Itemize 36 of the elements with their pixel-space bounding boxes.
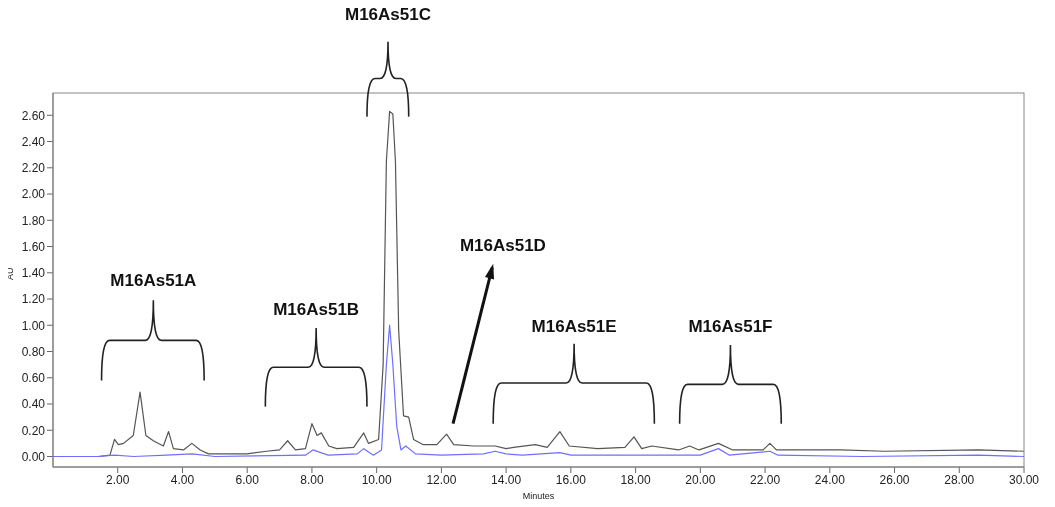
y-tick-label: 0.60 bbox=[21, 371, 46, 386]
y-tick-label: 0.40 bbox=[21, 397, 46, 412]
annotation: M16As51F bbox=[688, 317, 773, 337]
y-tick-label: 0.00 bbox=[21, 449, 46, 464]
annotation: M16As51A bbox=[110, 271, 197, 291]
y-tick-label: 2.40 bbox=[21, 134, 46, 149]
x-tick-label: 20.00 bbox=[685, 472, 716, 487]
x-tick-label: 16.00 bbox=[555, 472, 587, 487]
x-tick-label: 2.00 bbox=[106, 472, 130, 487]
x-axis-title: Minutes bbox=[522, 491, 555, 501]
y-tick-label: 1.20 bbox=[21, 292, 46, 307]
text: M16As51C bbox=[344, 5, 431, 25]
x-tick-label: 22.00 bbox=[750, 472, 781, 487]
x-tick-label: 4.00 bbox=[170, 472, 195, 487]
y-tick-label: 0.20 bbox=[21, 423, 46, 438]
x-tick-label: 12.00 bbox=[426, 472, 457, 487]
y-tick-label: 2.60 bbox=[21, 108, 46, 123]
annotation: M16As51E bbox=[531, 317, 617, 337]
x-tick-label: 18.00 bbox=[620, 472, 651, 487]
annotation: M16As51D bbox=[459, 236, 546, 256]
x-tick-label: 26.00 bbox=[879, 472, 910, 487]
y-tick-label: 2.20 bbox=[21, 161, 46, 176]
x-tick-label: 6.00 bbox=[235, 472, 260, 487]
y-tick-label: 0.80 bbox=[21, 344, 46, 359]
y-tick-label: 2.00 bbox=[21, 187, 46, 202]
x-tick-label: 28.00 bbox=[944, 472, 975, 487]
x-tick-label: 14.00 bbox=[491, 472, 522, 487]
annotation: M16As51B bbox=[273, 300, 360, 320]
y-tick-label: 1.40 bbox=[21, 266, 46, 281]
y-tick-label: 1.80 bbox=[21, 213, 46, 228]
y-tick-label: 1.00 bbox=[21, 318, 46, 333]
x-tick-label: 30.00 bbox=[1008, 472, 1040, 487]
y-tick-label: 1.60 bbox=[21, 239, 46, 254]
x-tick-label: 10.00 bbox=[361, 472, 393, 487]
x-tick-label: 8.00 bbox=[300, 472, 324, 487]
x-tick-label: 24.00 bbox=[814, 472, 846, 487]
